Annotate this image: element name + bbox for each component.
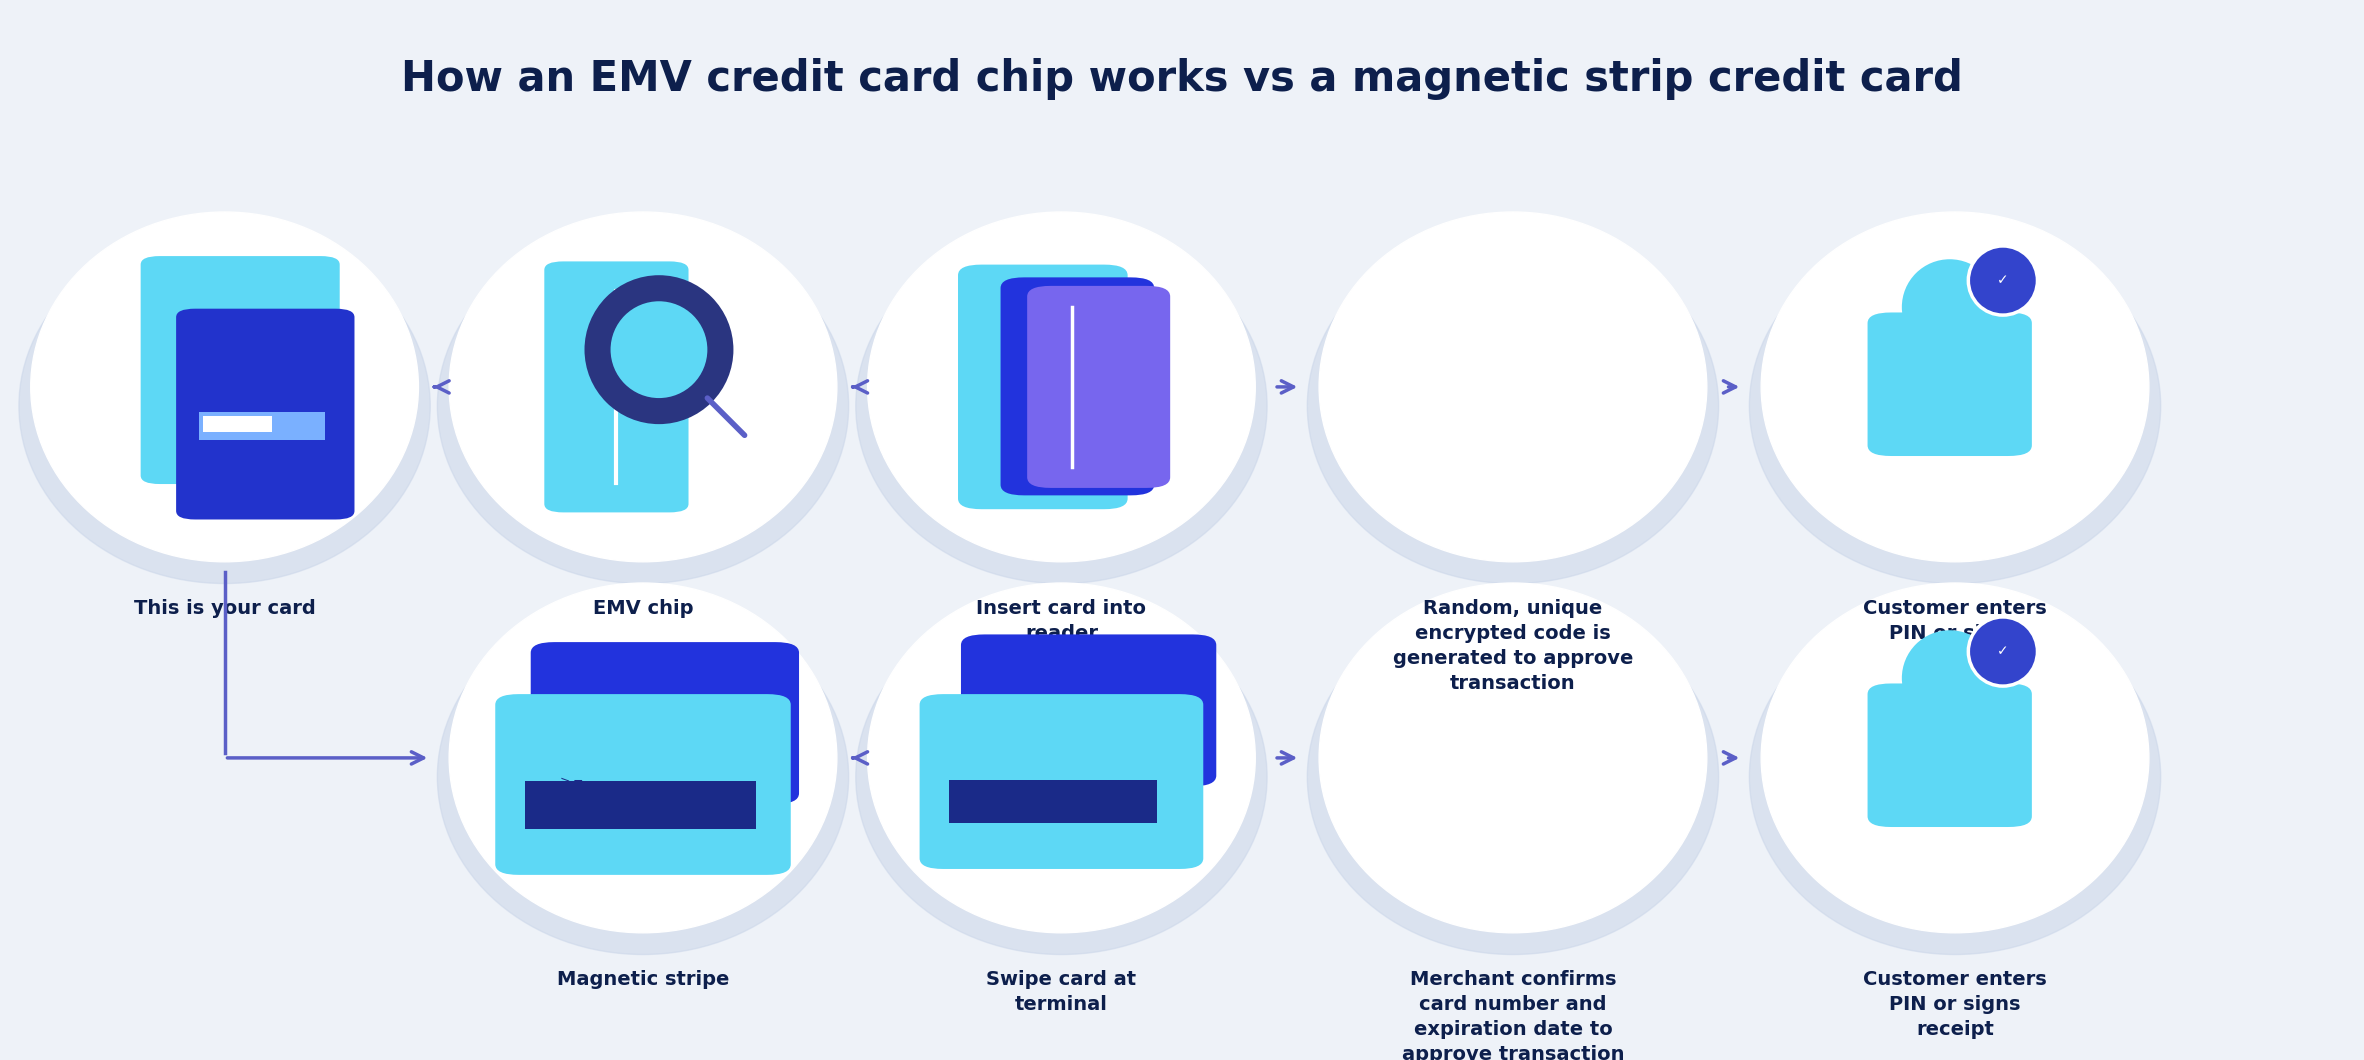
Ellipse shape [449,212,837,562]
FancyBboxPatch shape [1868,313,2031,456]
Text: This is your card: This is your card [135,599,314,618]
Ellipse shape [856,600,1267,955]
FancyBboxPatch shape [920,694,1203,869]
Ellipse shape [1761,212,2149,562]
Text: Insert card into
reader: Insert card into reader [976,599,1147,643]
Ellipse shape [1761,583,2149,933]
Ellipse shape [19,229,430,583]
Ellipse shape [868,583,1255,933]
Ellipse shape [1307,229,1719,583]
FancyBboxPatch shape [177,308,355,519]
Ellipse shape [1749,600,2161,955]
Ellipse shape [1749,229,2161,583]
Ellipse shape [1969,246,2038,315]
FancyBboxPatch shape [142,257,340,484]
Text: How an EMV credit card chip works vs a magnetic strip credit card: How an EMV credit card chip works vs a m… [402,58,1962,101]
Ellipse shape [1901,631,1998,726]
Ellipse shape [31,212,418,562]
Ellipse shape [584,276,733,424]
Ellipse shape [1969,617,2038,686]
FancyBboxPatch shape [544,262,688,512]
Ellipse shape [449,583,837,933]
Ellipse shape [1307,600,1719,955]
Text: Random, unique
encrypted code is
generated to approve
transaction: Random, unique encrypted code is generat… [1392,599,1634,693]
FancyBboxPatch shape [957,265,1128,509]
Text: Merchant confirms
card number and
expiration date to
approve transaction: Merchant confirms card number and expira… [1402,970,1624,1060]
FancyBboxPatch shape [950,780,1158,823]
FancyBboxPatch shape [530,642,799,803]
Ellipse shape [868,212,1255,562]
FancyBboxPatch shape [1868,684,2031,827]
Ellipse shape [1319,583,1707,933]
Ellipse shape [610,301,707,399]
Ellipse shape [437,229,849,583]
Text: ✓: ✓ [1998,273,2009,287]
Text: > ─: > ─ [560,775,582,788]
Text: ✓: ✓ [1998,644,2009,658]
FancyBboxPatch shape [496,694,790,874]
Text: Swipe card at
terminal: Swipe card at terminal [986,970,1137,1014]
Text: Customer enters
PIN or signs
receipt: Customer enters PIN or signs receipt [1863,970,2047,1039]
FancyBboxPatch shape [960,635,1215,787]
FancyBboxPatch shape [203,417,272,431]
Text: Magnetic stripe: Magnetic stripe [558,970,728,989]
Ellipse shape [1319,212,1707,562]
Ellipse shape [437,600,849,955]
Text: EMV chip: EMV chip [593,599,693,618]
FancyBboxPatch shape [199,411,326,440]
Ellipse shape [1901,260,1998,355]
FancyBboxPatch shape [1026,286,1170,488]
FancyBboxPatch shape [525,781,756,829]
Text: Customer enters
PIN or signs
receipt: Customer enters PIN or signs receipt [1863,599,2047,668]
Ellipse shape [856,229,1267,583]
FancyBboxPatch shape [1000,278,1154,495]
